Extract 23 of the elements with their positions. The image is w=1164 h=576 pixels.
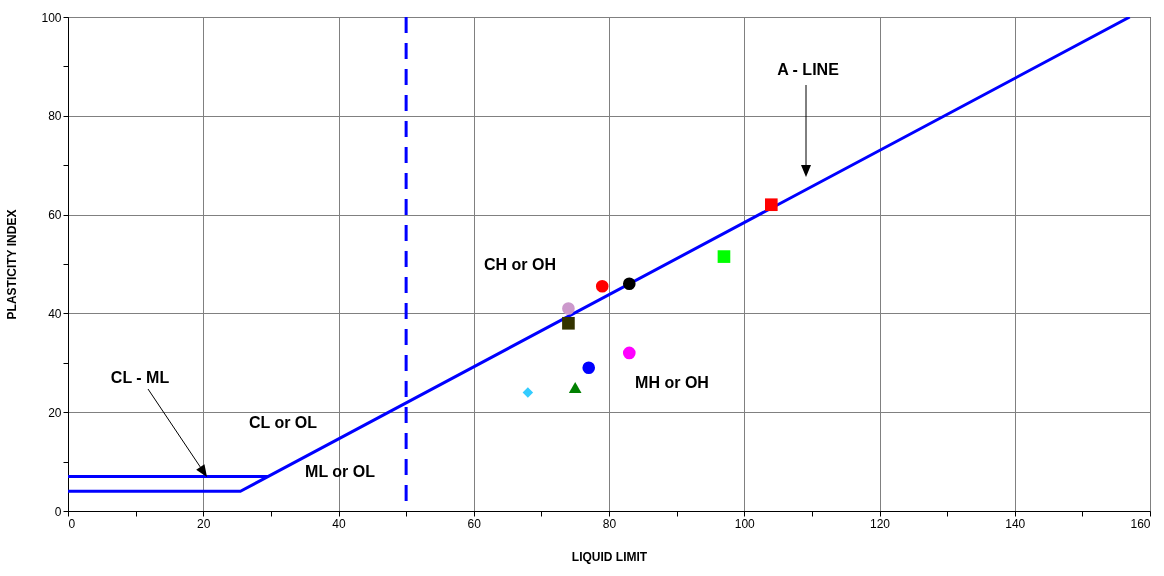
x-tick-label: 0 [68,516,76,531]
y-tick-label: 80 [48,109,62,124]
y-tick-label: 0 [54,504,62,519]
y-tick-label: 20 [48,405,62,420]
x-tick-label: 100 [734,516,756,531]
annotation: A - LINE [777,61,840,78]
x-axis-title: LIQUID LIMIT [571,549,648,564]
annotation: MH or OH [635,374,709,391]
y-axis-title: PLASTICITY INDEX [5,209,20,320]
annotation: CL or OL [248,414,318,431]
x-tick-label: 160 [1130,516,1151,531]
y-tick-label: 40 [48,306,62,321]
x-tick-label: 20 [197,516,211,531]
x-tick-label: 140 [1005,516,1026,531]
x-tick-label: 120 [869,516,891,531]
y-tick-label: 100 [41,10,62,25]
x-tick-label: 60 [467,516,482,531]
annotation: CH or OH [484,256,556,273]
x-tick-label: 80 [602,516,617,531]
y-tick-label: 60 [48,208,62,223]
annotation: ML or OL [305,463,376,480]
annotation: CL - ML [110,369,170,386]
x-tick-label: 40 [332,516,346,531]
